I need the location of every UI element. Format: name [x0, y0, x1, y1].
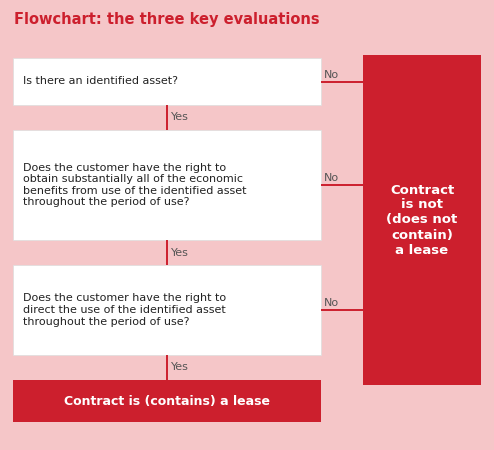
Text: No: No: [324, 69, 339, 80]
Text: Yes: Yes: [171, 248, 189, 257]
FancyBboxPatch shape: [13, 265, 321, 355]
Text: Is there an identified asset?: Is there an identified asset?: [23, 76, 178, 86]
FancyBboxPatch shape: [363, 55, 481, 385]
Text: Yes: Yes: [171, 363, 189, 373]
Text: Contract
is not
(does not
contain)
a lease: Contract is not (does not contain) a lea…: [386, 184, 457, 256]
Text: No: No: [324, 298, 339, 308]
FancyBboxPatch shape: [13, 380, 321, 422]
FancyBboxPatch shape: [13, 58, 321, 105]
Text: Does the customer have the right to
direct the use of the identified asset
throu: Does the customer have the right to dire…: [23, 293, 226, 327]
Text: Flowchart: the three key evaluations: Flowchart: the three key evaluations: [14, 12, 320, 27]
FancyBboxPatch shape: [13, 130, 321, 240]
Text: Contract is (contains) a lease: Contract is (contains) a lease: [64, 395, 270, 408]
Text: Yes: Yes: [171, 112, 189, 122]
Text: No: No: [324, 173, 339, 183]
Text: Does the customer have the right to
obtain substantially all of the economic
ben: Does the customer have the right to obta…: [23, 162, 247, 207]
